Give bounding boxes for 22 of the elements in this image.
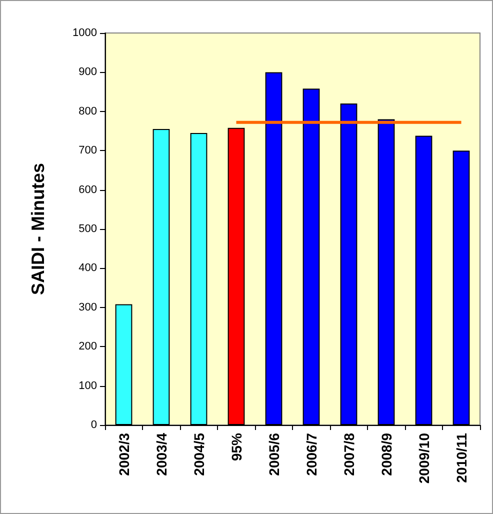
x-tick-label: 2010/11 [453,432,470,483]
x-tick-label: 2003/4 [153,432,170,476]
y-tick-label: 200 [78,340,97,353]
y-tick-label: 900 [78,66,97,78]
x-tick-label: 2008/9 [378,432,394,476]
y-tick-label: 300 [78,301,97,314]
x-tick-label: 95% [228,432,244,462]
y-tick-label: 600 [78,184,97,196]
x-tick-label: 2006/7 [303,432,320,476]
y-tick-label: 1000 [72,27,97,39]
x-tick-label: 2002/3 [116,432,132,476]
x-tick-label: 2007/8 [340,432,357,476]
x-tick-label: 2004/5 [190,432,207,476]
y-axis-title: SAIDI - Minutes [28,162,48,296]
y-tick-label: 0 [90,419,97,431]
y-tick-label: 500 [78,223,97,235]
y-tick-label: 800 [78,105,97,118]
y-tick-label: 400 [78,262,97,274]
x-tick-label: 2005/6 [266,432,282,476]
x-tick-label: 2009/10 [416,432,432,484]
y-tick-label: 100 [78,380,97,392]
y-tick-label: 700 [78,144,97,157]
